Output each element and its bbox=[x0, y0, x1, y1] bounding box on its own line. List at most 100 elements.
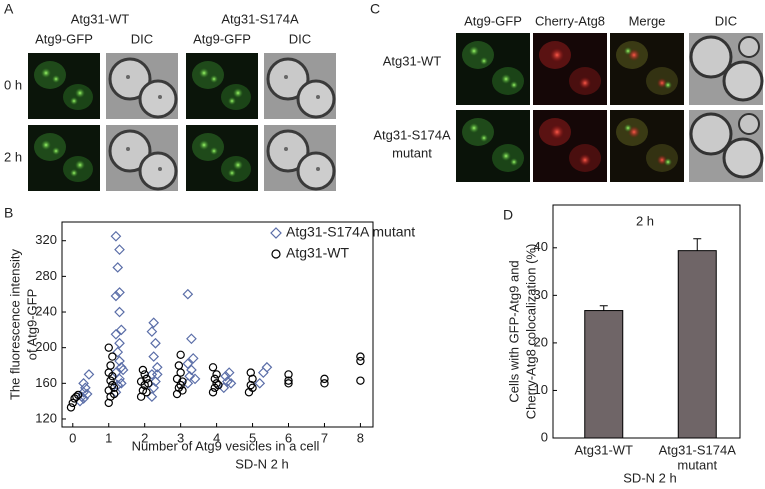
data-point bbox=[150, 376, 161, 387]
row-label: Atg31-WT bbox=[383, 53, 442, 68]
data-point bbox=[257, 367, 269, 378]
data-point bbox=[220, 370, 231, 382]
data-point bbox=[174, 361, 184, 370]
micrograph bbox=[610, 110, 684, 182]
column-label: Atg9-GFP bbox=[35, 31, 93, 46]
legend-marker bbox=[270, 227, 282, 239]
data-point bbox=[208, 363, 218, 372]
micrograph bbox=[262, 123, 338, 193]
data-point bbox=[83, 369, 95, 380]
y-axis-label: Cherry-Atg8 colocalization (%) bbox=[523, 244, 538, 420]
bar bbox=[584, 310, 624, 439]
data-point bbox=[110, 230, 122, 242]
micrograph bbox=[456, 33, 530, 105]
data-point bbox=[186, 333, 197, 345]
data-point bbox=[356, 376, 365, 385]
legend-label: Atg31-S174A mutant bbox=[286, 224, 415, 240]
y-tick-label: 30 bbox=[534, 287, 548, 302]
y-tick-label: 20 bbox=[534, 334, 548, 349]
data-point bbox=[114, 306, 125, 318]
panel-label: D bbox=[503, 207, 513, 223]
micrograph bbox=[456, 110, 530, 182]
column-label: DIC bbox=[715, 13, 737, 28]
data-point bbox=[114, 355, 125, 367]
x-tick-label: 7 bbox=[321, 430, 328, 445]
column-label: Cherry-Atg8 bbox=[535, 13, 605, 28]
x-axis-label: Number of Atg9 vesicles in a cell bbox=[132, 438, 320, 453]
panel-label: B bbox=[4, 205, 13, 221]
micrograph bbox=[533, 110, 607, 182]
data-point bbox=[68, 398, 77, 408]
row-label: Atg31-S174A bbox=[373, 127, 451, 142]
column-label: Merge bbox=[629, 13, 666, 28]
data-point bbox=[148, 317, 160, 329]
micrograph bbox=[186, 125, 258, 191]
micrograph bbox=[533, 33, 607, 105]
group-label: Atg31-S174A bbox=[221, 11, 299, 26]
data-point bbox=[110, 290, 122, 302]
data-point bbox=[151, 361, 163, 373]
data-point bbox=[138, 365, 148, 375]
data-point bbox=[142, 388, 151, 397]
data-point bbox=[182, 288, 194, 300]
data-point bbox=[184, 370, 195, 382]
data-point bbox=[115, 324, 127, 336]
data-point bbox=[115, 361, 127, 373]
chart-title: 2 h bbox=[636, 213, 654, 228]
data-point bbox=[284, 376, 293, 385]
y-tick-label: 200 bbox=[35, 339, 57, 354]
data-point bbox=[148, 351, 160, 362]
data-point bbox=[81, 388, 93, 400]
y-axis-label: The fluorescence intensity bbox=[7, 248, 22, 400]
group-label: Atg31-WT bbox=[71, 11, 130, 26]
micrograph bbox=[104, 123, 180, 193]
data-point bbox=[142, 374, 151, 384]
y-axis-label: Cells with GFP-Atg9 and bbox=[506, 260, 521, 402]
data-point bbox=[172, 374, 182, 384]
data-point bbox=[189, 373, 201, 385]
y-tick-label: 0 bbox=[541, 429, 548, 444]
data-point bbox=[114, 287, 125, 298]
data-point bbox=[109, 389, 119, 399]
y-tick-label: 320 bbox=[35, 232, 57, 247]
plot-frame bbox=[552, 204, 741, 439]
x-tick-label: 6 bbox=[285, 430, 292, 445]
data-point bbox=[284, 379, 293, 388]
column-label: Atg9-GFP bbox=[193, 31, 251, 46]
data-point bbox=[261, 361, 273, 373]
row-label: 2 h bbox=[4, 149, 22, 164]
data-point bbox=[210, 374, 220, 384]
data-point bbox=[208, 388, 218, 397]
data-point bbox=[146, 326, 158, 337]
data-point bbox=[223, 367, 235, 378]
x-axis-label: SD-N 2 h bbox=[623, 470, 676, 485]
plot-frame bbox=[61, 221, 374, 428]
data-point bbox=[151, 369, 163, 380]
data-point bbox=[114, 244, 125, 255]
data-point bbox=[356, 352, 365, 361]
micrograph bbox=[687, 31, 765, 107]
data-point bbox=[114, 337, 125, 349]
data-point bbox=[72, 392, 81, 401]
x-tick-label: 1 bbox=[105, 430, 112, 445]
x-tick-label: 0 bbox=[69, 430, 76, 445]
micrograph bbox=[186, 53, 258, 119]
y-tick-label: 120 bbox=[35, 410, 57, 425]
data-point bbox=[106, 376, 115, 385]
data-point bbox=[66, 403, 76, 412]
data-point bbox=[212, 370, 221, 379]
error-bar bbox=[599, 305, 608, 311]
x-tick-label: mutant bbox=[677, 457, 717, 472]
panel-label: C bbox=[370, 1, 380, 17]
data-point bbox=[176, 350, 185, 360]
y-tick-label: 160 bbox=[35, 375, 57, 390]
x-tick-label: 5 bbox=[249, 430, 256, 445]
data-point bbox=[320, 374, 329, 384]
legend-label: Atg31-WT bbox=[286, 245, 349, 261]
data-point bbox=[112, 262, 124, 273]
data-point bbox=[78, 377, 89, 389]
column-label: DIC bbox=[289, 31, 311, 46]
x-tick-label: 4 bbox=[213, 430, 220, 445]
data-point bbox=[182, 358, 194, 370]
micrograph bbox=[28, 53, 100, 119]
